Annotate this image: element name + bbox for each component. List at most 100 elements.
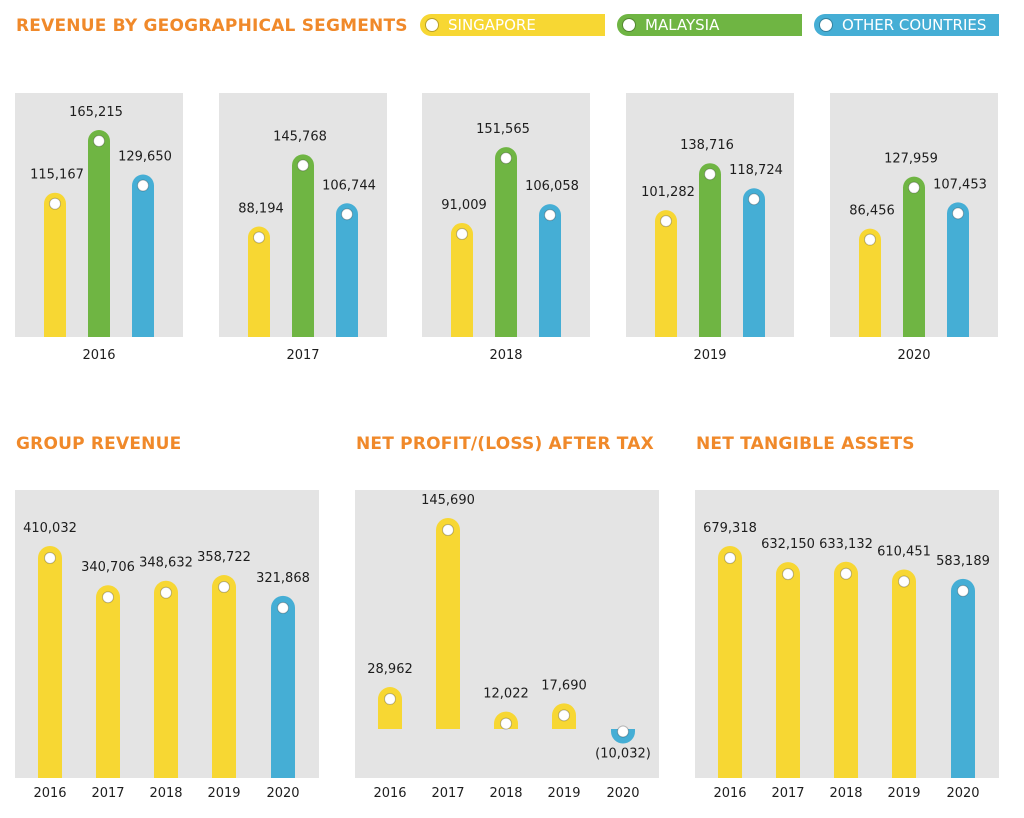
value-label: 106,744 bbox=[322, 178, 376, 193]
legend-dot-icon bbox=[623, 19, 635, 31]
value-label: 340,706 bbox=[81, 560, 135, 575]
value-dot-icon bbox=[297, 159, 309, 172]
value-dot-icon bbox=[341, 208, 353, 221]
bar-other-countries-2020 bbox=[947, 202, 969, 337]
bar-singapore-2016 bbox=[44, 192, 66, 337]
legend-label-other: OTHER COUNTRIES bbox=[842, 16, 987, 34]
value-label: 679,318 bbox=[703, 521, 757, 536]
value-label: 632,150 bbox=[761, 537, 815, 552]
bar-singapore-2017 bbox=[248, 226, 270, 337]
value-label: 610,451 bbox=[877, 545, 931, 560]
value-dot-icon bbox=[456, 227, 468, 240]
legend-dot-icon bbox=[820, 19, 832, 31]
bar-2016 bbox=[378, 687, 402, 729]
bar-other-countries-2019 bbox=[743, 188, 765, 337]
value-dot-icon bbox=[384, 693, 396, 706]
geo-chart-title: REVENUE BY GEOGRAPHICAL SEGMENTS bbox=[16, 16, 408, 36]
x-tick-label: 2016 bbox=[713, 786, 746, 801]
x-tick-label: 2016 bbox=[82, 348, 115, 363]
x-tick-label: 2020 bbox=[946, 786, 979, 801]
value-label: 321,868 bbox=[256, 571, 310, 586]
value-dot-icon bbox=[500, 717, 512, 730]
x-tick-label: 2018 bbox=[829, 786, 862, 801]
bar-2017 bbox=[436, 518, 460, 729]
group-revenue-title: GROUP REVENUE bbox=[16, 434, 182, 454]
value-label: 145,768 bbox=[273, 129, 327, 144]
x-tick-label: 2017 bbox=[431, 786, 464, 801]
x-tick-label: 2017 bbox=[771, 786, 804, 801]
value-dot-icon bbox=[617, 725, 629, 738]
value-dot-icon bbox=[782, 568, 794, 581]
bar-2018 bbox=[154, 580, 178, 778]
x-tick-label: 2020 bbox=[606, 786, 639, 801]
bar-2020 bbox=[951, 578, 975, 778]
value-dot-icon bbox=[908, 181, 920, 194]
legend-singapore: SINGAPORE bbox=[420, 14, 605, 36]
bar-2018 bbox=[834, 561, 858, 778]
value-dot-icon bbox=[558, 709, 570, 722]
net-profit-panel bbox=[355, 490, 659, 778]
value-label: 410,032 bbox=[23, 521, 77, 536]
value-dot-icon bbox=[44, 552, 56, 564]
value-label: 358,722 bbox=[197, 550, 251, 565]
value-label: 151,565 bbox=[476, 122, 530, 137]
legend-other-countries: OTHER COUNTRIES bbox=[814, 14, 999, 36]
legend-label-singapore: SINGAPORE bbox=[448, 16, 536, 34]
value-dot-icon bbox=[253, 231, 265, 244]
bar-other-countries-2017 bbox=[336, 203, 358, 337]
bar-malaysia-2020 bbox=[903, 176, 925, 337]
x-tick-label: 2016 bbox=[33, 786, 66, 801]
bar-2019 bbox=[892, 569, 916, 778]
legend-dot-icon bbox=[426, 19, 438, 31]
value-dot-icon bbox=[660, 215, 672, 228]
value-dot-icon bbox=[442, 524, 454, 536]
value-dot-icon bbox=[160, 586, 172, 599]
value-dot-icon bbox=[544, 209, 556, 222]
bar-2017 bbox=[776, 562, 800, 778]
value-dot-icon bbox=[277, 601, 289, 614]
x-tick-label: 2017 bbox=[286, 348, 319, 363]
value-label: 115,167 bbox=[30, 168, 84, 183]
x-tick-label: 2016 bbox=[373, 786, 406, 801]
value-dot-icon bbox=[724, 552, 736, 564]
x-tick-label: 2020 bbox=[897, 348, 930, 363]
value-label: 88,194 bbox=[238, 202, 284, 217]
value-label: 91,009 bbox=[441, 198, 487, 213]
value-label: 583,189 bbox=[936, 554, 990, 569]
value-dot-icon bbox=[500, 152, 512, 165]
legend-label-malaysia: MALAYSIA bbox=[645, 16, 720, 34]
value-dot-icon bbox=[218, 581, 230, 594]
x-tick-label: 2018 bbox=[489, 348, 522, 363]
bar-singapore-2019 bbox=[655, 210, 677, 337]
value-label: 17,690 bbox=[541, 678, 587, 693]
value-label: 348,632 bbox=[139, 556, 193, 571]
bar-malaysia-2016 bbox=[88, 130, 110, 337]
x-tick-label: 2020 bbox=[266, 786, 299, 801]
bar-malaysia-2017 bbox=[292, 154, 314, 337]
value-label: 12,022 bbox=[483, 687, 529, 702]
value-dot-icon bbox=[898, 575, 910, 588]
x-tick-label: 2019 bbox=[547, 786, 580, 801]
x-tick-label: 2019 bbox=[207, 786, 240, 801]
value-label: 106,058 bbox=[525, 179, 579, 194]
value-label: 107,453 bbox=[933, 177, 987, 192]
x-tick-label: 2018 bbox=[489, 786, 522, 801]
value-label: 127,959 bbox=[884, 152, 938, 167]
value-label: 633,132 bbox=[819, 537, 873, 552]
value-label: (10,032) bbox=[595, 747, 651, 762]
value-dot-icon bbox=[864, 233, 876, 246]
value-dot-icon bbox=[952, 207, 964, 220]
bar-malaysia-2019 bbox=[699, 163, 721, 337]
bar-2019 bbox=[212, 575, 236, 778]
bar-singapore-2018 bbox=[451, 222, 473, 337]
nta-title: NET TANGIBLE ASSETS bbox=[696, 434, 915, 454]
value-label: 118,724 bbox=[729, 163, 783, 178]
bar-singapore-2020 bbox=[859, 228, 881, 337]
value-dot-icon bbox=[102, 591, 114, 604]
x-tick-label: 2019 bbox=[887, 786, 920, 801]
value-label: 101,282 bbox=[641, 185, 695, 200]
x-tick-label: 2018 bbox=[149, 786, 182, 801]
bar-2016 bbox=[718, 546, 742, 778]
bar-malaysia-2018 bbox=[495, 147, 517, 337]
